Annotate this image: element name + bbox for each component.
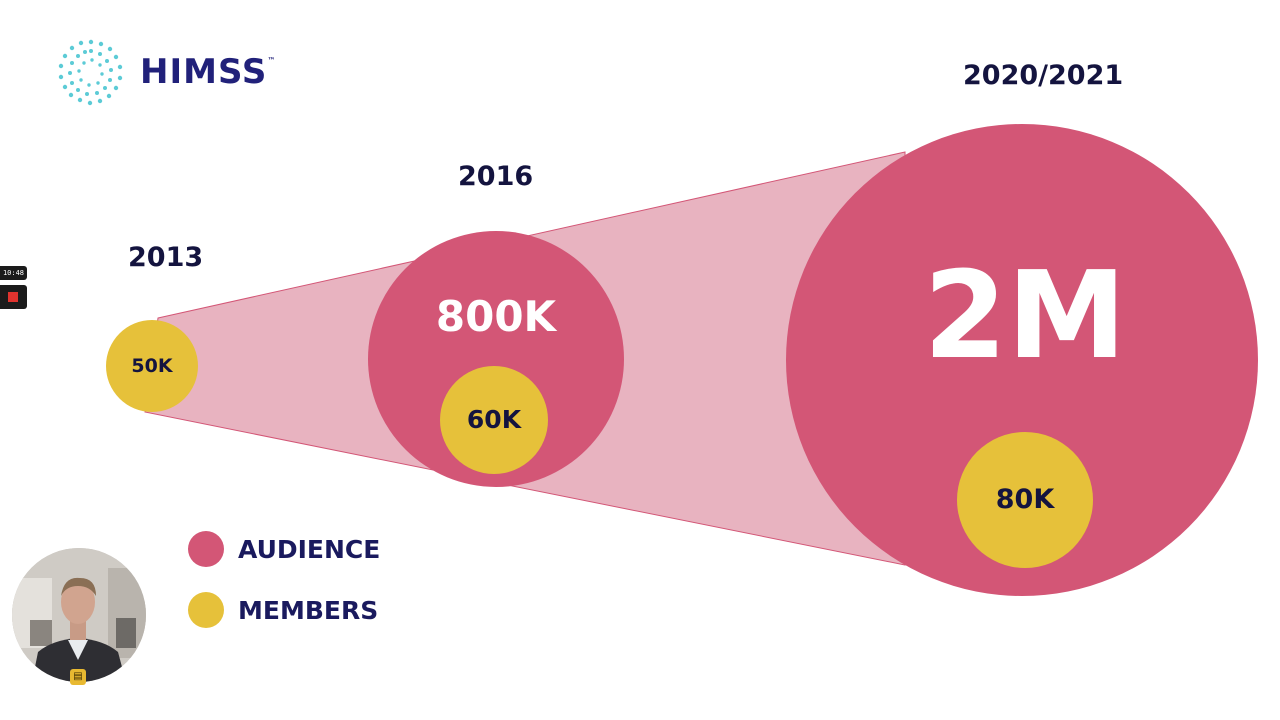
- year-label-2013: 2013: [128, 242, 204, 273]
- presenter-video: [12, 548, 146, 682]
- recording-widget: 10:48: [0, 266, 27, 314]
- audience-value-2020: 2M: [923, 247, 1127, 386]
- brand-name: HIMSS: [140, 52, 268, 92]
- members-circle-2016: [440, 366, 548, 474]
- stop-icon: [8, 292, 18, 302]
- presenter-webcam[interactable]: [12, 548, 146, 682]
- audience-value-2016: 800K: [435, 292, 557, 341]
- himss-logo: HIMSS™: [56, 38, 276, 108]
- audience-circle-2020: [786, 124, 1258, 596]
- himss-logo-mark-icon: [58, 39, 123, 106]
- members-value-2016: 60K: [466, 405, 522, 434]
- year-label-2020-2021: 2020/2021: [963, 60, 1124, 91]
- members-value-2020: 80K: [995, 484, 1055, 515]
- members-circle-2013: [106, 320, 198, 412]
- recording-timer: 10:48: [0, 266, 27, 280]
- legend-members-label: MEMBERS: [238, 596, 379, 625]
- gift-icon[interactable]: ▤: [70, 669, 86, 685]
- himss-wordmark: HIMSS™: [140, 52, 276, 92]
- members-circle-2020: [957, 432, 1093, 568]
- stop-recording-button[interactable]: [0, 285, 27, 309]
- year-label-2016: 2016: [458, 161, 534, 192]
- legend-audience-swatch: [188, 531, 224, 567]
- legend-members-swatch: [188, 592, 224, 628]
- members-value-2013: 50K: [131, 355, 173, 377]
- legend-audience-label: AUDIENCE: [238, 535, 381, 564]
- audience-circle-2016: [368, 231, 624, 487]
- trademark-symbol: ™: [267, 56, 277, 65]
